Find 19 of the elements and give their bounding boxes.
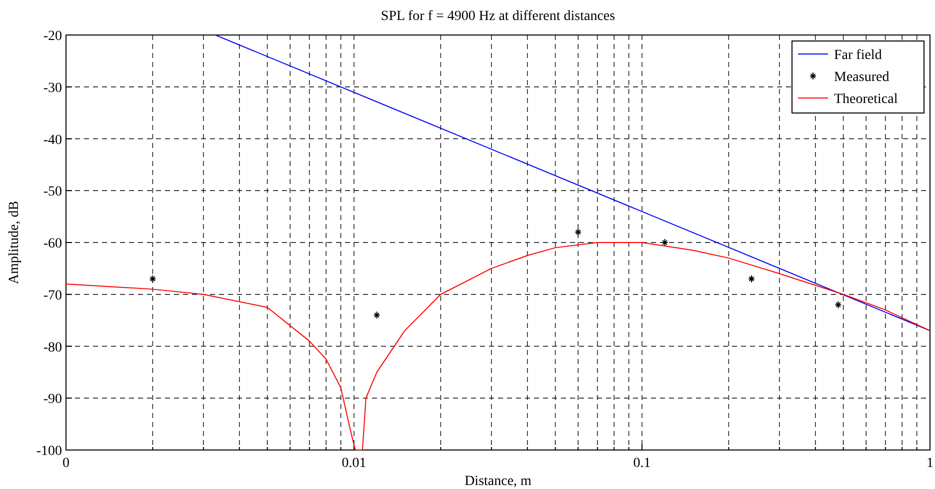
y-tick-label: -40: [43, 132, 62, 148]
y-tick-label: -50: [43, 184, 62, 200]
x-tick-label: 0.1: [633, 456, 651, 471]
y-tick-label: -100: [36, 444, 62, 459]
legend-label: Theoretical: [834, 92, 898, 107]
y-tick-label: -80: [43, 340, 62, 356]
y-tick-label: -20: [43, 29, 62, 44]
y-tick-label: -60: [43, 236, 62, 252]
legend-label: Far field: [834, 48, 882, 63]
x-axis-title: Distance, m: [464, 474, 532, 489]
y-tick-label: -70: [43, 288, 62, 304]
y-axis-title: Amplitude, dB: [7, 200, 22, 284]
y-tick-label: -90: [43, 392, 62, 408]
y-tick-label: -30: [43, 80, 62, 96]
x-tick-label: 1: [926, 456, 934, 471]
legend-label: Measured: [834, 70, 890, 85]
x-tick-label: 0: [62, 456, 70, 471]
chart-title: SPL for f = 4900 Hz at different distances: [380, 9, 616, 24]
x-tick-label: 0.01: [342, 456, 366, 471]
